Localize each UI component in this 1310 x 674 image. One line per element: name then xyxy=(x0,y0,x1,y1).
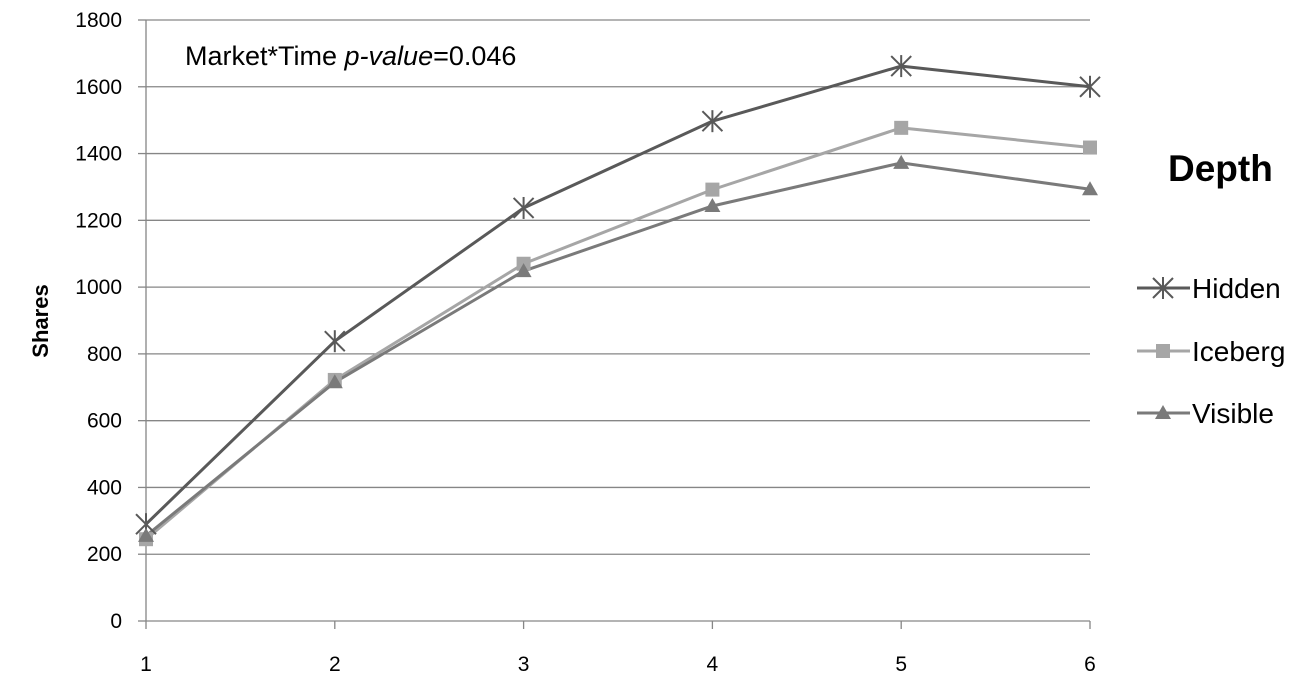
legend-label: Hidden xyxy=(1192,273,1281,304)
gridlines xyxy=(146,19,1090,555)
data-point-hidden xyxy=(701,110,724,133)
x-tick-label: 6 xyxy=(1084,653,1096,674)
y-tick-label: 1200 xyxy=(75,209,122,232)
data-point-visible xyxy=(704,197,721,212)
series-markers xyxy=(135,55,1101,547)
x-tick-label: 3 xyxy=(518,653,530,674)
data-point-visible xyxy=(1082,181,1098,196)
data-point-hidden xyxy=(890,55,912,78)
legend-title: Depth xyxy=(1168,148,1273,189)
x-tick-label: 1 xyxy=(140,653,152,674)
y-tick-label: 0 xyxy=(110,610,122,633)
series-line-visible xyxy=(145,161,1091,538)
data-point-iceberg xyxy=(1083,140,1097,155)
x-tick-label: 4 xyxy=(707,653,719,674)
legend-marker xyxy=(1152,277,1174,299)
data-point-visible xyxy=(138,527,154,542)
y-tick-label: 1000 xyxy=(75,276,122,299)
data-point-hidden xyxy=(324,330,346,353)
legend-label: Visible xyxy=(1192,398,1274,429)
annotation-suffix: =0.046 xyxy=(433,41,516,71)
legend-item-hidden: Hidden xyxy=(1137,273,1281,304)
data-point-hidden xyxy=(1079,75,1101,98)
data-point-hidden xyxy=(512,196,535,219)
annotation-prefix: Market*Time xyxy=(185,41,345,71)
axes: 0 200 400 600 800 1000 1200 1400 1600 1800 1 2 3 4 5 6 xyxy=(75,9,1096,674)
y-tick-label: 200 xyxy=(87,543,122,566)
series-line-hidden xyxy=(144,64,1091,526)
data-point-iceberg xyxy=(705,182,720,197)
data-point-visible xyxy=(515,263,532,278)
legend: Hidden Iceberg Visible xyxy=(1137,273,1285,429)
x-tick-label: 5 xyxy=(895,653,907,674)
y-tick-label: 1400 xyxy=(75,143,122,166)
annotation-italic: p-value xyxy=(344,41,434,71)
data-point-visible xyxy=(326,374,343,389)
y-tick-label: 400 xyxy=(87,476,122,499)
data-point-visible xyxy=(893,154,910,169)
y-axis-label: Shares xyxy=(28,284,53,357)
annotation-text: Market*Time p-value=0.046 xyxy=(185,41,516,71)
series-lines xyxy=(144,64,1091,541)
legend-marker xyxy=(1155,405,1171,419)
legend-item-iceberg: Iceberg xyxy=(1137,336,1285,367)
x-tick-label: 2 xyxy=(329,653,341,674)
series-line-iceberg xyxy=(145,126,1091,541)
data-point-iceberg xyxy=(894,120,909,135)
legend-marker xyxy=(1156,344,1170,358)
legend-item-visible: Visible xyxy=(1137,398,1274,429)
y-tick-label: 600 xyxy=(87,410,122,433)
legend-label: Iceberg xyxy=(1192,336,1285,367)
y-tick-label: 1600 xyxy=(75,76,122,99)
y-tick-label: 1800 xyxy=(75,9,122,32)
y-tick-label: 800 xyxy=(87,343,122,366)
